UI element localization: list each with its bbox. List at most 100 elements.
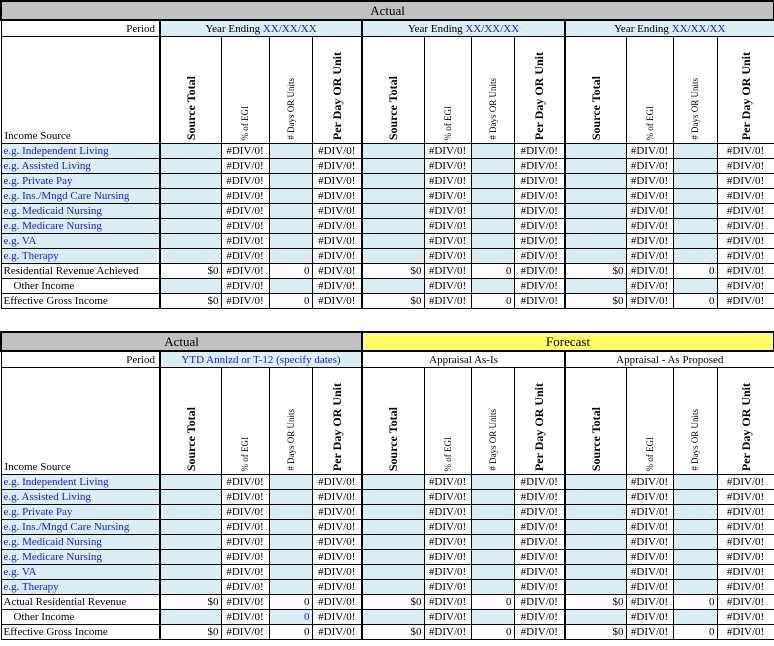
cell-source-total[interactable] (159, 564, 222, 580)
cell-days-units[interactable] (268, 564, 313, 580)
cell-source-total[interactable] (159, 203, 222, 219)
cell-source-total[interactable] (159, 143, 222, 159)
cell-source-total[interactable] (564, 519, 627, 535)
cell-days-units[interactable] (470, 203, 515, 219)
cell-days-units[interactable] (672, 519, 718, 535)
cell-days-units[interactable] (672, 534, 718, 550)
row-label[interactable]: e.g. Private Pay (0, 504, 161, 520)
period-cell[interactable]: Appraisal - As Proposed (564, 350, 774, 368)
cell-days-units[interactable] (268, 173, 313, 189)
cell-days-units[interactable] (268, 579, 313, 595)
cell-source-total[interactable] (361, 173, 425, 189)
cell-source-total[interactable] (361, 218, 425, 234)
cell-source-total[interactable] (361, 534, 425, 550)
row-label[interactable]: e.g. Independent Living (0, 143, 161, 159)
cell-source-total[interactable] (564, 534, 627, 550)
period-cell[interactable]: Year Ending XX/XX/XX (563, 19, 774, 37)
cell-source-total[interactable] (564, 579, 627, 595)
row-label[interactable]: e.g. Therapy (0, 248, 161, 264)
row-label[interactable]: e.g. Independent Living (0, 474, 161, 490)
cell-source-total[interactable] (564, 278, 627, 294)
cell-source-total[interactable] (361, 519, 425, 535)
cell-source-total[interactable] (564, 173, 627, 189)
cell-days-units[interactable] (672, 489, 718, 505)
cell-days-units[interactable] (672, 564, 718, 580)
cell-days-units[interactable] (268, 549, 313, 565)
cell-days-units[interactable] (672, 203, 718, 219)
row-label[interactable]: e.g. Private Pay (0, 173, 161, 189)
cell-days-units[interactable] (470, 233, 515, 249)
row-label[interactable]: e.g. Medicaid Nursing (0, 203, 161, 219)
cell-days-units[interactable] (470, 278, 515, 294)
cell-source-total[interactable] (159, 474, 222, 490)
cell-days-units[interactable]: 0 (268, 609, 313, 625)
cell-source-total[interactable] (361, 248, 425, 264)
cell-source-total[interactable] (564, 248, 627, 264)
row-label[interactable]: e.g. Therapy (0, 579, 161, 595)
cell-days-units[interactable] (672, 504, 718, 520)
cell-days-units[interactable] (268, 474, 313, 490)
cell-days-units[interactable] (268, 489, 313, 505)
cell-source-total[interactable] (159, 549, 222, 565)
cell-source-total[interactable] (361, 579, 425, 595)
cell-source-total[interactable] (564, 143, 627, 159)
cell-source-total[interactable] (564, 474, 627, 490)
cell-days-units[interactable] (470, 549, 515, 565)
cell-days-units[interactable] (672, 609, 718, 625)
cell-source-total[interactable] (564, 188, 627, 204)
cell-source-total[interactable] (361, 203, 425, 219)
cell-source-total[interactable] (159, 534, 222, 550)
period-cell[interactable]: Appraisal As-Is (361, 350, 566, 368)
cell-source-total[interactable] (564, 489, 627, 505)
cell-days-units[interactable] (672, 188, 718, 204)
cell-days-units[interactable] (672, 158, 718, 174)
row-label[interactable]: e.g. Ins./Mngd Care Nursing (0, 188, 161, 204)
cell-days-units[interactable] (268, 158, 313, 174)
cell-days-units[interactable] (672, 248, 718, 264)
cell-days-units[interactable] (268, 248, 313, 264)
cell-source-total[interactable] (159, 248, 222, 264)
cell-days-units[interactable] (268, 233, 313, 249)
row-label[interactable]: e.g. Medicaid Nursing (0, 534, 161, 550)
cell-source-total[interactable] (159, 609, 222, 625)
cell-days-units[interactable] (470, 248, 515, 264)
cell-source-total[interactable] (159, 188, 222, 204)
cell-source-total[interactable] (564, 218, 627, 234)
period-cell[interactable]: YTD Annlzd or T-12 (specify dates) (158, 350, 363, 368)
cell-source-total[interactable] (361, 489, 425, 505)
cell-source-total[interactable] (361, 278, 425, 294)
cell-source-total[interactable] (564, 549, 627, 565)
row-label[interactable]: e.g. Medicare Nursing (0, 549, 161, 565)
cell-source-total[interactable] (361, 609, 425, 625)
cell-source-total[interactable] (159, 218, 222, 234)
cell-days-units[interactable] (672, 143, 718, 159)
cell-days-units[interactable] (672, 474, 718, 490)
row-label[interactable]: e.g. VA (0, 564, 161, 580)
cell-source-total[interactable] (361, 233, 425, 249)
cell-source-total[interactable] (564, 158, 627, 174)
cell-days-units[interactable] (470, 534, 515, 550)
cell-source-total[interactable] (159, 158, 222, 174)
cell-days-units[interactable] (470, 504, 515, 520)
cell-source-total[interactable] (564, 233, 627, 249)
cell-days-units[interactable] (470, 188, 515, 204)
period-cell[interactable]: Year Ending XX/XX/XX (361, 19, 566, 37)
cell-days-units[interactable] (470, 143, 515, 159)
cell-source-total[interactable] (361, 504, 425, 520)
cell-days-units[interactable] (672, 579, 718, 595)
cell-source-total[interactable] (159, 173, 222, 189)
cell-days-units[interactable] (268, 534, 313, 550)
cell-days-units[interactable] (672, 173, 718, 189)
cell-days-units[interactable] (672, 278, 718, 294)
cell-days-units[interactable] (268, 203, 313, 219)
cell-source-total[interactable] (361, 188, 425, 204)
cell-days-units[interactable] (268, 519, 313, 535)
cell-source-total[interactable] (159, 519, 222, 535)
cell-days-units[interactable] (268, 218, 313, 234)
cell-source-total[interactable] (361, 158, 425, 174)
cell-days-units[interactable] (470, 564, 515, 580)
cell-source-total[interactable] (361, 549, 425, 565)
cell-source-total[interactable] (361, 474, 425, 490)
row-label[interactable]: e.g. Ins./Mngd Care Nursing (0, 519, 161, 535)
cell-days-units[interactable] (672, 233, 718, 249)
